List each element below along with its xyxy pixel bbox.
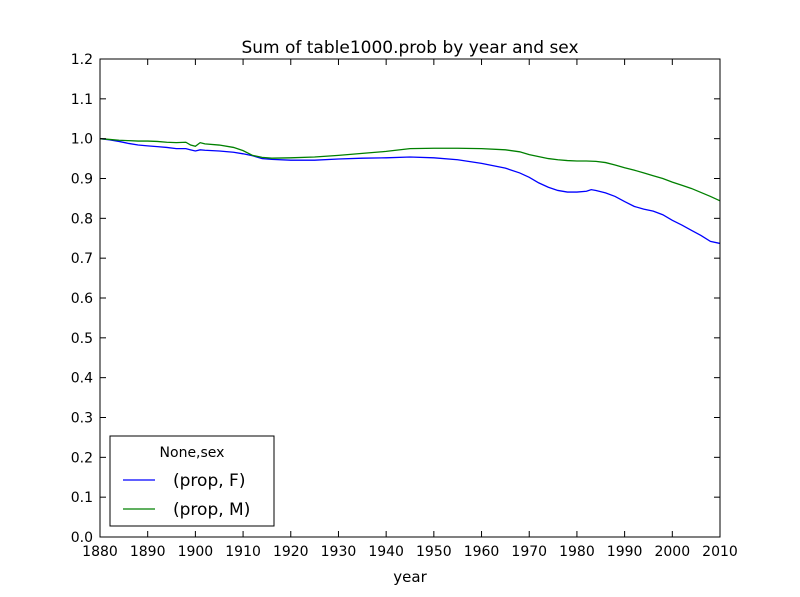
y-tick-label: 0.7 <box>71 251 93 267</box>
x-tick-label: 2010 <box>702 544 738 560</box>
x-axis-label: year <box>393 568 427 586</box>
y-tick-label: 0.0 <box>71 530 93 546</box>
y-tick-label: 0.9 <box>71 172 93 188</box>
x-tick-label: 1910 <box>225 544 261 560</box>
x-tick-label: 1900 <box>178 544 214 560</box>
y-tick-label: 0.8 <box>71 211 93 227</box>
legend-title: None,sex <box>160 445 225 461</box>
legend-label-m: (prop, M) <box>173 500 250 520</box>
y-tick-label: 0.3 <box>71 411 93 427</box>
x-tick-label: 1980 <box>559 544 595 560</box>
legend: None,sex (prop, F) (prop, M) <box>109 435 275 527</box>
x-tick-label: 1940 <box>368 544 404 560</box>
x-tick-label: 1970 <box>511 544 547 560</box>
series-lines <box>99 138 721 245</box>
legend-label-f: (prop, F) <box>173 471 245 491</box>
x-tick-label: 1950 <box>416 544 452 560</box>
series-line-1 <box>99 138 721 202</box>
y-tick-label: 0.5 <box>71 331 93 347</box>
x-tick-label: 1930 <box>321 544 357 560</box>
legend-box <box>109 435 275 527</box>
y-tick-label: 1.1 <box>71 92 93 108</box>
x-tick-label: 1920 <box>273 544 309 560</box>
x-tick-label: 1890 <box>130 544 166 560</box>
series-line-0 <box>99 138 721 245</box>
y-tick-label: 1.2 <box>71 52 93 68</box>
y-tick-label: 0.6 <box>71 291 93 307</box>
y-tick-label: 0.4 <box>71 371 93 387</box>
x-tick-label: 1960 <box>464 544 500 560</box>
y-tick-label: 0.2 <box>71 450 93 466</box>
y-axis-ticks: 0.0 0.1 0.2 0.3 0.4 0.5 0.6 0.7 0.8 0.9 1.0 1.1 1.2 <box>71 52 720 546</box>
y-tick-label: 0.1 <box>71 490 93 506</box>
x-tick-label: 1990 <box>607 544 643 560</box>
y-tick-label: 1.0 <box>71 132 93 148</box>
chart-title: Sum of table1000.prob by year and sex <box>241 38 578 58</box>
x-tick-label: 1880 <box>82 544 118 560</box>
x-axis-ticks: 1880 1890 1900 1910 1920 1930 1940 1950 1960 1970… <box>82 59 738 560</box>
x-tick-label: 2000 <box>654 544 690 560</box>
